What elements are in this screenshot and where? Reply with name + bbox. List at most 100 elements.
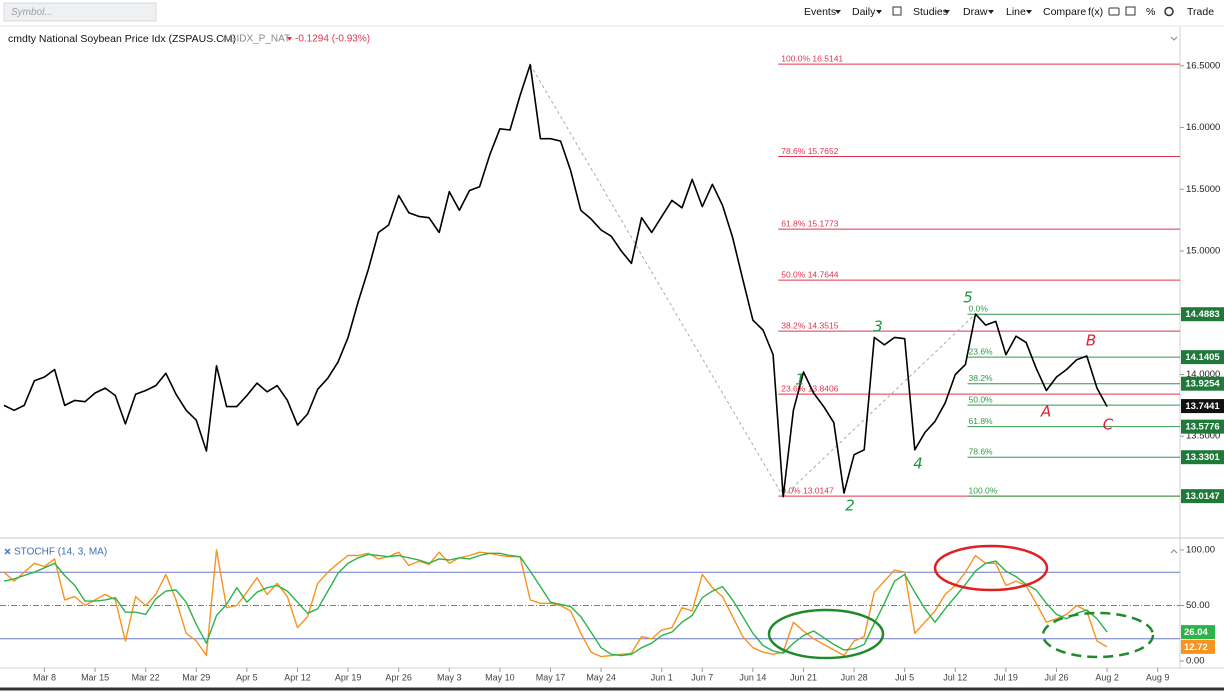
- x-tick-label: May 10: [485, 672, 515, 682]
- value-tag-label: 12.72: [1184, 642, 1208, 653]
- price-change: -0.1294 (-0.93%): [295, 34, 370, 45]
- price-tag: [1181, 399, 1224, 414]
- y-tick-label: 15.5000: [1186, 184, 1220, 195]
- fib-label: 78.6% 15.7652: [781, 146, 838, 156]
- toolbar-item[interactable]: f(x): [1088, 6, 1103, 18]
- price-tag: [1181, 489, 1224, 504]
- price-tag: [1181, 419, 1224, 434]
- stoch-line: [3, 549, 1108, 658]
- y-tick-label: 50.00: [1186, 600, 1210, 611]
- x-tick-label: Aug 9: [1146, 672, 1170, 682]
- annotation: 3: [873, 318, 883, 336]
- fib-label: 23.6%: [969, 346, 994, 356]
- x-tick-label: Jun 21: [790, 672, 817, 682]
- price-tag-label: 13.3301: [1185, 452, 1220, 463]
- toolbar-item[interactable]: Events: [804, 6, 836, 18]
- y-tick-label: 15.0000: [1186, 246, 1220, 257]
- y-tick-label: 0.00: [1186, 656, 1205, 667]
- y-tick-label: 13.5000: [1186, 431, 1220, 442]
- fib-label: 100.0%: [969, 485, 998, 495]
- fib-label: 61.8%: [969, 416, 994, 426]
- fib-label: 23.6% 13.8406: [781, 383, 838, 393]
- toolbar-item[interactable]: Compare: [1043, 6, 1086, 18]
- x-tick-label: May 17: [536, 672, 566, 682]
- caret: [1026, 10, 1032, 14]
- annotation: B: [1086, 332, 1096, 350]
- x-tick-label: Apr 5: [236, 672, 258, 682]
- caret: [835, 10, 841, 14]
- annotation: 1: [795, 371, 805, 389]
- x-tick-label: Jul 26: [1044, 672, 1068, 682]
- x-tick-label: Apr 19: [335, 672, 362, 682]
- price-line: [3, 63, 1108, 498]
- overlay: 14.4883 14.1405 13.9254 13.7441 13.5776 13.33…: [795, 289, 1224, 654]
- highlight-ellipse: [933, 544, 1049, 592]
- fib-label: 100.0% 16.5141: [781, 53, 843, 63]
- highlight-ellipse: [1041, 611, 1155, 659]
- x-tick-label: May 24: [586, 672, 616, 682]
- price-tag-label: 14.4883: [1185, 309, 1219, 320]
- toolbar-item[interactable]: Studies: [913, 6, 948, 18]
- price-tag-label: 13.9254: [1185, 379, 1220, 390]
- fib-label: 0.0% 13.0147: [781, 485, 834, 495]
- price-tag: [1181, 376, 1224, 391]
- x-tick-label: May 3: [437, 672, 462, 682]
- collapse-icon[interactable]: [1170, 36, 1178, 41]
- stoch-line: [3, 552, 1108, 657]
- close-study-icon[interactable]: [4, 548, 11, 555]
- print-icon[interactable]: [1125, 6, 1136, 16]
- toolbar-item[interactable]: Line: [1006, 6, 1026, 18]
- fib-label: 50.0% 14.7644: [781, 269, 838, 279]
- fib-label: 0.0%: [969, 303, 989, 313]
- chart-title: cmdty National Soybean Price Idx (ZSPAUS…: [8, 33, 236, 45]
- toolbar-item[interactable]: %: [1146, 6, 1155, 18]
- fib-label: 38.2% 14.3515: [781, 320, 838, 330]
- x-tick-label: Mar 29: [182, 672, 210, 682]
- x-tick-label: Jun 7: [691, 672, 713, 682]
- caret: [876, 10, 882, 14]
- x-tick-label: Jul 19: [994, 672, 1018, 682]
- y-tick-label: 100.00: [1186, 545, 1215, 556]
- x-tick-label: Mar 22: [132, 672, 160, 682]
- y-tick-label: 14.0000: [1186, 369, 1220, 380]
- fib-label: 38.2%: [969, 373, 994, 383]
- symbol-placeholder: Symbol...: [11, 7, 53, 18]
- price-tag-label: 13.5776: [1185, 422, 1219, 433]
- x-tick-label: Jun 1: [651, 672, 673, 682]
- collapse-icon[interactable]: [1170, 549, 1178, 554]
- symbol-input[interactable]: [3, 2, 157, 22]
- caret: [988, 10, 994, 14]
- camera-icon[interactable]: [1108, 7, 1120, 16]
- value-tag: [1181, 639, 1215, 654]
- symbol-code: AGIDX_P_NAT: [222, 34, 290, 45]
- x-tick-label: Jul 5: [895, 672, 914, 682]
- annotation: 2: [845, 497, 855, 515]
- annotation: 5: [963, 289, 973, 307]
- highlight-ellipse: [767, 608, 885, 660]
- x-tick-label: Apr 12: [284, 672, 311, 682]
- annotation: A: [1040, 403, 1051, 421]
- toolbar-item[interactable]: Draw: [963, 6, 988, 18]
- fib-label: 78.6%: [969, 446, 994, 456]
- settings-icon[interactable]: [1164, 6, 1174, 17]
- y-tick-label: 16.0000: [1186, 122, 1220, 133]
- toolbar-item[interactable]: Daily: [852, 6, 876, 18]
- price-tag-label: 14.1405: [1185, 352, 1220, 363]
- x-tick-label: Mar 15: [81, 672, 109, 682]
- x-tick-label: Mar 8: [33, 672, 56, 682]
- fib-label: 50.0%: [969, 394, 994, 404]
- calendar-icon[interactable]: [892, 6, 902, 16]
- x-tick-label: Jul 12: [943, 672, 967, 682]
- fib-trend-line: [782, 313, 976, 498]
- price-tag: [1181, 307, 1224, 322]
- annotation: 4: [913, 455, 923, 473]
- annotation: C: [1103, 416, 1114, 434]
- x-tick-label: Jun 28: [841, 672, 868, 682]
- toolbar-item[interactable]: Trade: [1187, 6, 1214, 18]
- caret: [944, 10, 950, 14]
- fib-label: 61.8% 15.1773: [781, 218, 838, 228]
- y-tick-label: 16.5000: [1186, 60, 1220, 71]
- value-tag-label: 26.04: [1184, 627, 1208, 638]
